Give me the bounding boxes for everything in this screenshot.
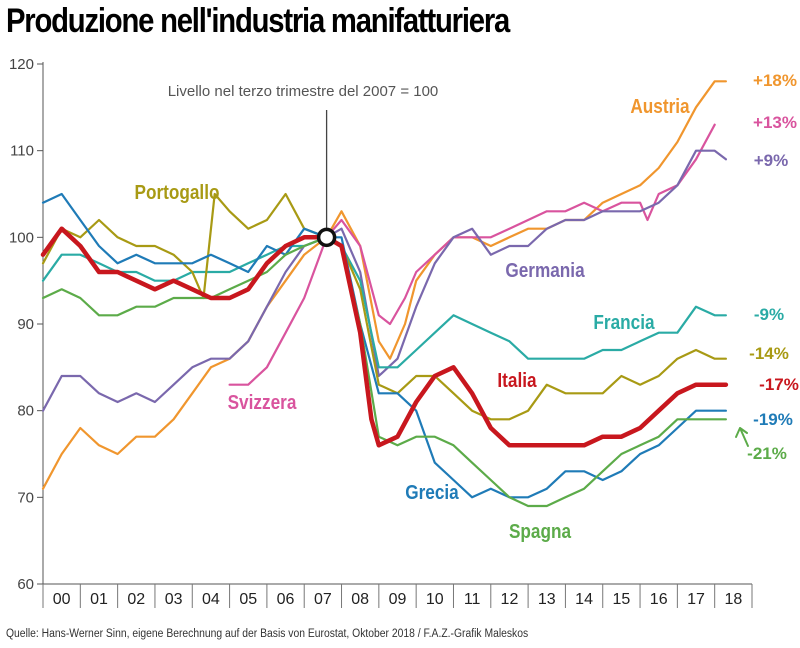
series-labels: Austria +18% Svizzera +13% Germania +9% Franci… xyxy=(135,71,799,542)
series-label-spagna: Spagna xyxy=(509,520,572,543)
x-tick-label: 02 xyxy=(127,591,145,608)
x-tick-label: 13 xyxy=(538,591,556,608)
x-tick-label: 08 xyxy=(351,591,369,608)
series-label-italia: Italia xyxy=(497,369,537,392)
annotation-text: Livello nel terzo trimestre del 2007 = 1… xyxy=(168,83,439,100)
series-label-germania: Germania xyxy=(505,259,585,282)
source-note: Quelle: Hans-Werner Sinn, eigene Berechn… xyxy=(6,628,529,640)
change-label-svizzera: +13% xyxy=(753,113,797,132)
series-label-austria: Austria xyxy=(630,95,690,118)
annotation-group: Livello nel terzo trimestre del 2007 = 1… xyxy=(168,83,439,248)
change-arrow-spagna xyxy=(735,427,749,447)
change-label-italia: -17% xyxy=(759,375,799,394)
x-tick-label: 14 xyxy=(575,591,593,608)
y-tick-label: 90 xyxy=(17,316,34,333)
change-label-germania: +9% xyxy=(754,151,789,170)
series-label-grecia: Grecia xyxy=(405,481,459,504)
x-tick-label: 16 xyxy=(650,591,668,608)
axes: 60 70 80 90 100 110 120 00 01 02 03 04 05 06 07 08 09 10 1… xyxy=(9,56,753,608)
y-tick-label: 110 xyxy=(10,143,34,160)
x-tick-label: 01 xyxy=(90,591,108,608)
x-tick-label: 03 xyxy=(165,591,183,608)
series-line-italia xyxy=(40,226,729,448)
series-lines xyxy=(40,80,729,508)
x-tick-label: 05 xyxy=(239,591,257,608)
x-tick-label: 00 xyxy=(53,591,71,608)
x-tick-label: 15 xyxy=(612,591,630,608)
series-line-portogallo xyxy=(41,192,727,421)
change-label-grecia: -19% xyxy=(753,410,793,429)
x-tick-label: 04 xyxy=(202,591,220,608)
y-tick-label: 70 xyxy=(17,489,34,506)
x-tick-label: 06 xyxy=(277,591,295,608)
change-label-austria: +18% xyxy=(753,71,797,90)
x-tick-label: 11 xyxy=(464,591,481,608)
series-label-portogallo: Portogallo xyxy=(135,181,220,204)
change-label-spagna: -21% xyxy=(747,444,787,463)
y-tick-label: 120 xyxy=(9,56,34,73)
x-tick-label: 07 xyxy=(314,591,332,608)
x-tick-label: 10 xyxy=(426,591,444,608)
series-label-svizzera: Svizzera xyxy=(228,391,297,414)
series-line-svizzera xyxy=(228,123,716,386)
y-tick-label: 60 xyxy=(17,576,34,593)
change-label-francia: -9% xyxy=(754,305,784,324)
change-label-portogallo: -14% xyxy=(749,344,789,363)
line-chart: 60 70 80 90 100 110 120 00 01 02 03 04 05 06 07 08 09 10 1… xyxy=(9,56,799,608)
series-label-francia: Francia xyxy=(593,311,655,334)
y-tick-label: 100 xyxy=(9,229,34,246)
series-line-grecia xyxy=(41,192,727,499)
x-tick-label: 17 xyxy=(687,591,705,608)
x-tick-label: 09 xyxy=(389,591,407,608)
x-tick-label: 18 xyxy=(724,591,742,608)
x-tick-label: 12 xyxy=(501,591,519,608)
chart-title: Produzione nell'industria manifatturiera xyxy=(6,2,510,40)
reference-point-marker xyxy=(316,227,337,248)
y-tick-label: 80 xyxy=(17,403,34,420)
series-line-francia xyxy=(41,236,727,369)
series-line-austria xyxy=(41,80,727,490)
